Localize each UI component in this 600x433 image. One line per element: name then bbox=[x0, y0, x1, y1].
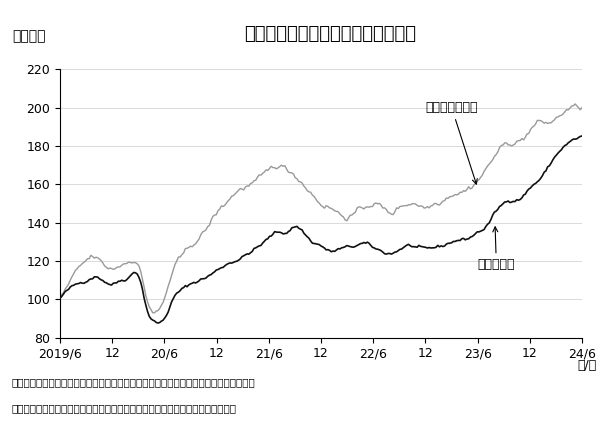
Text: 設備投資関連株: 設備投資関連株 bbox=[425, 101, 478, 184]
Text: 〔図表〕: 〔図表〕 bbox=[12, 29, 46, 43]
Text: （出所）　ＪＰＸ総研、ブルームバーグからＴ＆Ｄアセットマネジメント作成。: （出所） ＪＰＸ総研、ブルームバーグからＴ＆Ｄアセットマネジメント作成。 bbox=[12, 403, 237, 413]
Text: （注）　ＴＯＰＩＸ、設備投資関連株ともに２０１９年５月末を１００として指数化。: （注） ＴＯＰＩＸ、設備投資関連株ともに２０１９年５月末を１００として指数化。 bbox=[12, 377, 256, 387]
Text: ＴＯＰＩＸ: ＴＯＰＩＸ bbox=[478, 227, 515, 271]
X-axis label: 年/月: 年/月 bbox=[578, 359, 597, 372]
Text: ＴＯＰＩＸと設備投資関連株の推移: ＴＯＰＩＸと設備投資関連株の推移 bbox=[244, 25, 416, 43]
